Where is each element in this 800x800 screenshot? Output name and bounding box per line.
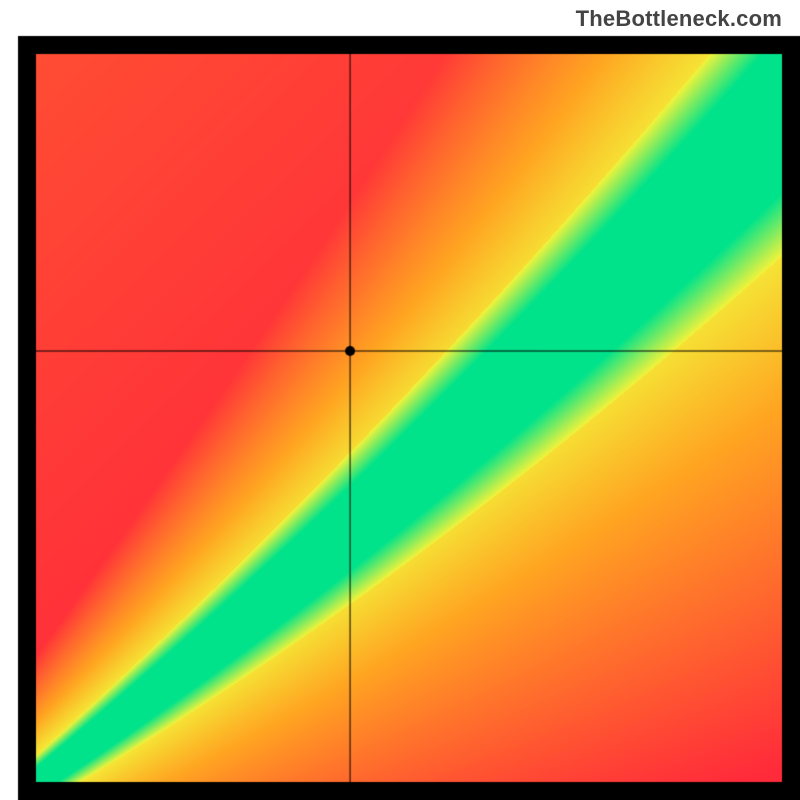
watermark-text: TheBottleneck.com bbox=[576, 6, 782, 32]
